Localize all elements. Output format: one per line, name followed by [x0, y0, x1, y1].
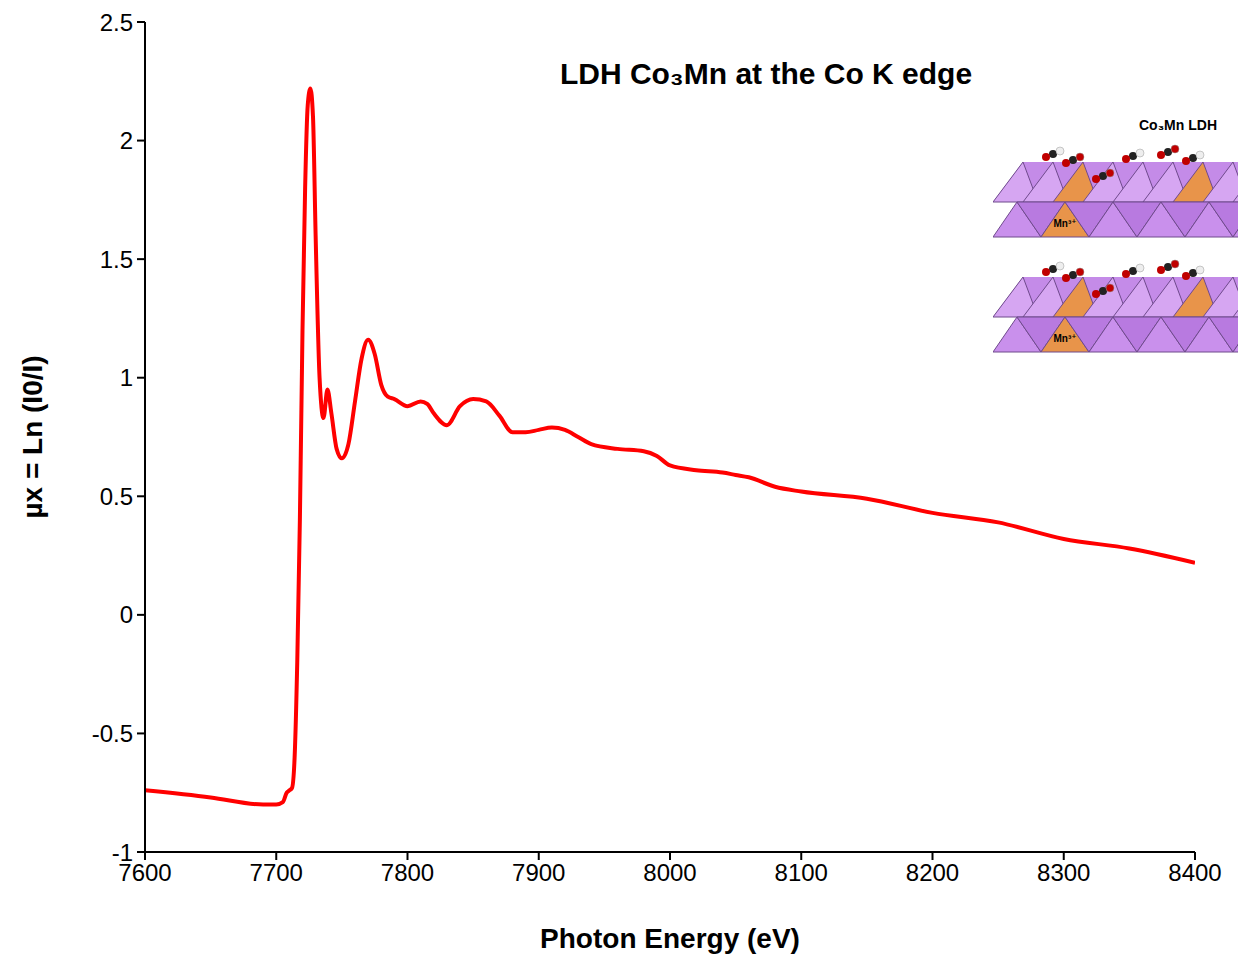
svg-text:7800: 7800 [381, 859, 434, 886]
svg-text:8200: 8200 [906, 859, 959, 886]
svg-text:LDH Co₃Mn at the Co K edge: LDH Co₃Mn at the Co K edge [560, 57, 972, 90]
svg-text:8400: 8400 [1168, 859, 1221, 886]
svg-text:0: 0 [120, 601, 133, 628]
svg-text:7900: 7900 [512, 859, 565, 886]
svg-text:Mn³⁺: Mn³⁺ [1053, 333, 1076, 344]
svg-text:8300: 8300 [1037, 859, 1090, 886]
svg-text:1.5: 1.5 [100, 246, 133, 273]
svg-text:Mn³⁺: Mn³⁺ [1053, 218, 1076, 229]
svg-text:8000: 8000 [643, 859, 696, 886]
svg-text:-1: -1 [112, 839, 133, 866]
svg-text:Co₃Mn LDH: Co₃Mn LDH [1139, 117, 1217, 133]
svg-text:Photon Energy (eV): Photon Energy (eV) [540, 923, 800, 954]
svg-text:-0.5: -0.5 [92, 720, 133, 747]
svg-text:2.5: 2.5 [100, 9, 133, 36]
svg-text:7700: 7700 [250, 859, 303, 886]
svg-text:1: 1 [120, 364, 133, 391]
svg-text:8100: 8100 [775, 859, 828, 886]
svg-text:0.5: 0.5 [100, 483, 133, 510]
svg-text:2: 2 [120, 127, 133, 154]
svg-text:µx = Ln (I0/I): µx = Ln (I0/I) [17, 355, 48, 518]
svg-text:7600: 7600 [118, 859, 172, 886]
